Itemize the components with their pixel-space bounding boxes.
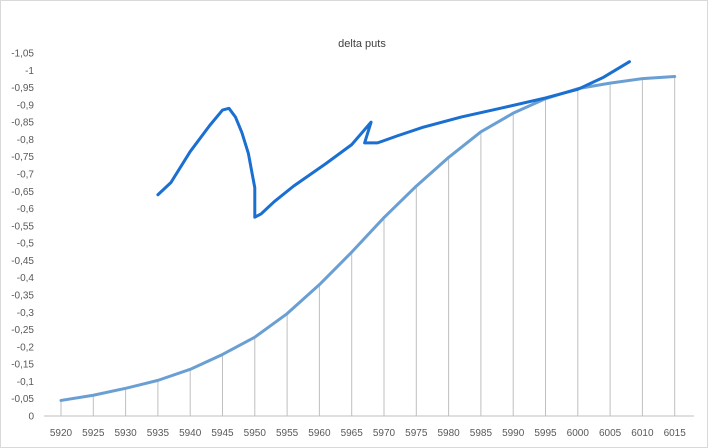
y-axis-tick-labels: 0 -0,05 -0,1 -0,15 -0,2 -0,25 -0,3 -0,35 -0,4 -0,… [11,49,34,423]
x-tick-label: 5920 [50,428,73,439]
x-tick-label: 5985 [470,428,493,439]
y-tick-label: -0,7 [17,170,35,181]
y-tick-label: -0,4 [17,273,35,284]
x-tick-label: 6005 [599,428,622,439]
x-tick-label: 5970 [373,428,396,439]
y-tick-label: -0,3 [17,308,35,319]
y-tick-label: -0,25 [11,325,34,336]
x-tick-label: 5930 [114,428,137,439]
x-tick-label: 5995 [534,428,557,439]
y-tick-label: -0,05 [11,394,34,405]
x-tick-label: 5940 [179,428,202,439]
y-tick-label: -1 [25,66,34,77]
x-tick-label: 5945 [211,428,234,439]
x-tick-label: 5960 [308,428,331,439]
x-tick-label: 5935 [147,428,170,439]
x-axis-tick-labels: 5920 5925 5930 5935 5940 5945 5950 5955 5960 5965… [50,428,686,439]
freehand-annotation-stroke [156,60,631,219]
drop-lines [60,76,676,416]
y-tick-label: -0,2 [17,342,35,353]
chart-title: delta puts [338,38,386,50]
y-tick-label: -0,9 [17,100,35,111]
x-tick-label: 5950 [244,428,267,439]
y-tick-label: -0,5 [17,239,35,250]
y-tick-label: -0,75 [11,152,34,163]
x-tick-label: 5975 [405,428,428,439]
y-tick-label: -0,85 [11,118,34,129]
x-tick-label: 6015 [664,428,687,439]
y-tick-label: 0 [28,412,34,423]
x-tick-label: 5955 [276,428,299,439]
y-tick-label: -0,35 [11,291,34,302]
x-tick-label: 5925 [82,428,105,439]
annotation-layer [156,60,631,219]
y-tick-label: -0,8 [17,135,35,146]
x-tick-label: 5990 [502,428,525,439]
x-tick-label: 6000 [567,428,590,439]
y-tick-label: -0,1 [17,377,35,388]
x-tick-label: 5980 [437,428,460,439]
y-tick-label: -1,05 [11,49,34,60]
x-tick-label: 5965 [341,428,364,439]
y-tick-label: -0,6 [17,204,35,215]
y-tick-label: -0,55 [11,221,34,232]
x-tick-label: 6010 [631,428,654,439]
y-tick-label: -0,65 [11,187,34,198]
y-tick-label: -0,95 [11,83,34,94]
y-tick-label: -0,45 [11,256,34,267]
y-tick-label: -0,15 [11,360,34,371]
